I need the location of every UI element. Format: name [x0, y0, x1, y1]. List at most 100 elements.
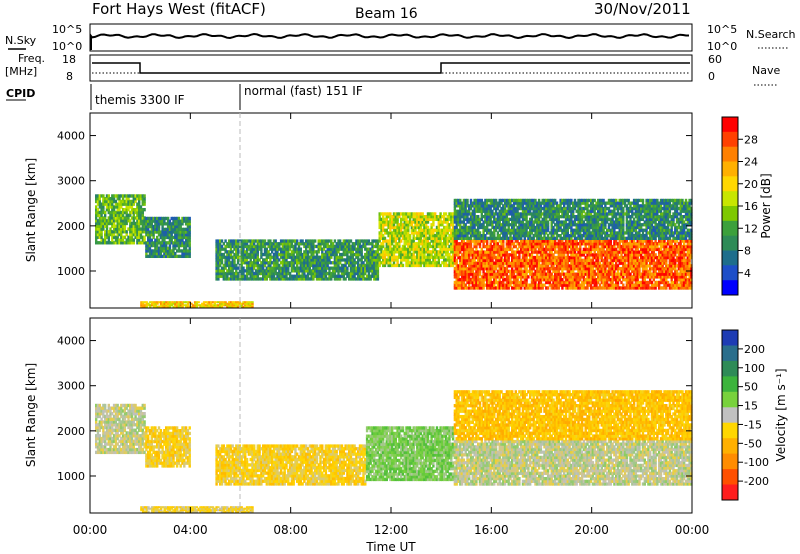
data-cell — [242, 269, 245, 273]
data-cell — [174, 241, 177, 245]
data-cell — [572, 264, 575, 268]
data-cell — [527, 239, 530, 243]
data-cell — [351, 277, 354, 281]
data-cell — [473, 206, 476, 211]
data-cell — [231, 244, 234, 249]
data-cell — [365, 239, 369, 243]
data-cell — [570, 278, 573, 282]
data-cell — [335, 252, 338, 257]
data-cell — [219, 247, 222, 251]
data-cell — [394, 215, 397, 219]
data-cell — [652, 244, 655, 249]
data-cell — [161, 233, 164, 237]
data-cell — [417, 244, 421, 249]
data-cell — [242, 266, 245, 270]
data-cell — [591, 264, 595, 268]
data-cell — [188, 233, 191, 237]
data-cell — [573, 250, 577, 254]
data-cell — [588, 278, 591, 282]
data-cell — [457, 267, 460, 271]
data-cell — [606, 264, 609, 268]
data-cell — [242, 239, 245, 243]
data-cell — [308, 269, 311, 273]
data-cell — [414, 223, 417, 227]
data-cell — [405, 239, 408, 243]
data-cell — [391, 236, 394, 241]
data-cell — [586, 242, 589, 246]
data-cell — [584, 286, 587, 290]
data-cell — [460, 209, 464, 213]
data-cell — [371, 258, 374, 262]
data-cell — [577, 283, 580, 287]
data-cell — [183, 219, 186, 223]
data-cell — [550, 247, 553, 252]
data-cell — [464, 247, 467, 252]
data-cell — [308, 247, 311, 251]
data-cell — [407, 261, 410, 265]
data-cell — [532, 242, 535, 246]
data-cell — [287, 255, 290, 259]
data-cell — [303, 274, 306, 278]
data-cell — [272, 252, 276, 257]
data-cell — [378, 215, 381, 219]
freq-label-bottom: [MHz] — [5, 65, 37, 78]
data-cell — [138, 205, 141, 209]
data-cell — [346, 266, 349, 270]
data-cell — [579, 244, 582, 249]
data-cell — [482, 244, 485, 249]
data-cell — [222, 274, 225, 278]
data-cell — [321, 239, 324, 243]
data-cell — [425, 250, 428, 254]
data-cell — [392, 223, 396, 227]
data-cell — [112, 221, 116, 226]
data-cell — [297, 274, 301, 278]
data-cell — [349, 239, 353, 243]
data-cell — [220, 247, 224, 251]
data-cell — [256, 261, 259, 265]
data-cell — [543, 283, 546, 287]
data-cell — [527, 250, 530, 254]
data-cell — [523, 278, 526, 282]
data-cell — [677, 267, 681, 271]
data-cell — [453, 280, 457, 285]
data-cell — [408, 244, 412, 249]
data-cell — [297, 258, 301, 262]
data-cell — [652, 283, 655, 287]
data-cell — [141, 224, 144, 228]
data-cell — [518, 286, 521, 290]
data-cell — [611, 280, 614, 285]
data-cell — [443, 225, 446, 230]
data-cell — [534, 244, 537, 249]
data-cell — [502, 242, 505, 246]
data-cell — [625, 253, 629, 257]
data-cell — [503, 278, 507, 282]
data-cell — [566, 261, 569, 265]
data-cell — [112, 205, 116, 209]
data-cell — [125, 210, 128, 215]
data-cell — [317, 269, 320, 273]
data-cell — [308, 250, 311, 254]
data-cell — [464, 269, 467, 274]
data-cell — [516, 267, 519, 271]
data-cell — [143, 221, 146, 226]
data-cell — [387, 247, 390, 251]
data-cell — [130, 224, 134, 228]
data-cell — [534, 275, 537, 279]
data-cell — [283, 266, 286, 270]
data-cell — [457, 217, 460, 222]
data-cell — [150, 249, 154, 253]
data-cell — [518, 258, 521, 263]
data-cell — [236, 258, 240, 262]
data-cell — [681, 255, 684, 260]
data-cell — [439, 234, 442, 238]
nsky-tick-top: 10^5 — [52, 23, 82, 36]
data-cell — [677, 255, 681, 260]
nsky-trace — [90, 32, 689, 50]
data-cell — [478, 272, 482, 276]
data-cell — [165, 227, 168, 232]
data-cell — [494, 258, 498, 263]
data-cell — [100, 230, 103, 234]
data-cell — [430, 255, 433, 259]
data-cell — [96, 221, 100, 226]
data-cell — [636, 272, 639, 276]
